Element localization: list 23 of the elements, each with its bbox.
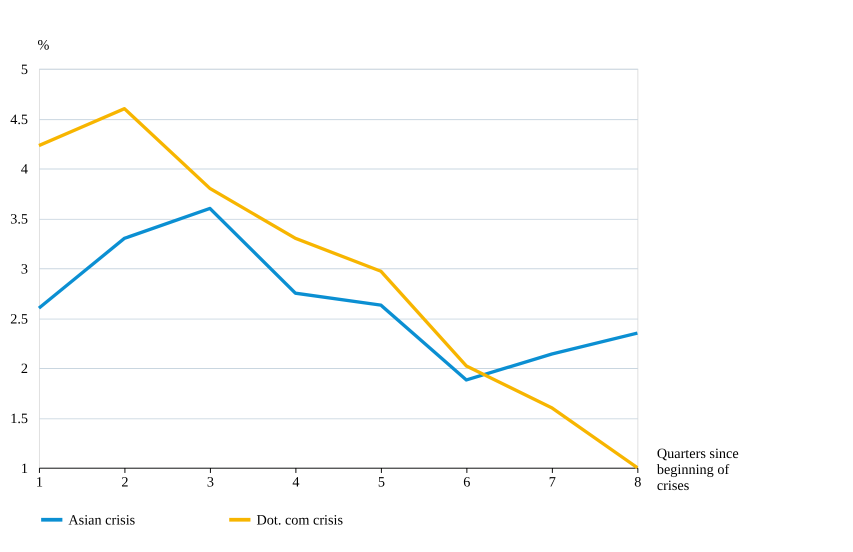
y-tick-label: 4.5 [10, 112, 28, 128]
legend-label: Asian crisis [68, 512, 136, 528]
y-tick-label: 2 [20, 361, 28, 378]
x-tick-label: 8 [634, 474, 642, 490]
y-tick-label: 3 [20, 261, 28, 278]
legend-label: Dot. com crisis [256, 512, 344, 528]
y-axis-title: % [38, 37, 50, 54]
y-tick-label: 2.5 [10, 311, 28, 328]
x-tick-label: 4 [292, 474, 300, 490]
line-series [37, 206, 640, 382]
x-tick-label: 6 [463, 474, 470, 490]
x-axis-title: Quarters since beginning of crises [656, 446, 739, 494]
y-tick-label: 4 [20, 162, 28, 178]
x-tick-label: 3 [206, 474, 214, 490]
y-tick-label: 3.5 [10, 212, 28, 228]
x-tick-label: 7 [548, 474, 556, 490]
x-tick-label: 1 [36, 474, 43, 490]
x-tick-label: 5 [378, 474, 385, 490]
line-series [37, 107, 640, 470]
x-tick-label: 2 [121, 474, 128, 490]
y-tick-label: 5 [20, 62, 28, 78]
y-tick-label: 1 [20, 460, 28, 477]
y-tick-label: 1.5 [10, 411, 28, 428]
